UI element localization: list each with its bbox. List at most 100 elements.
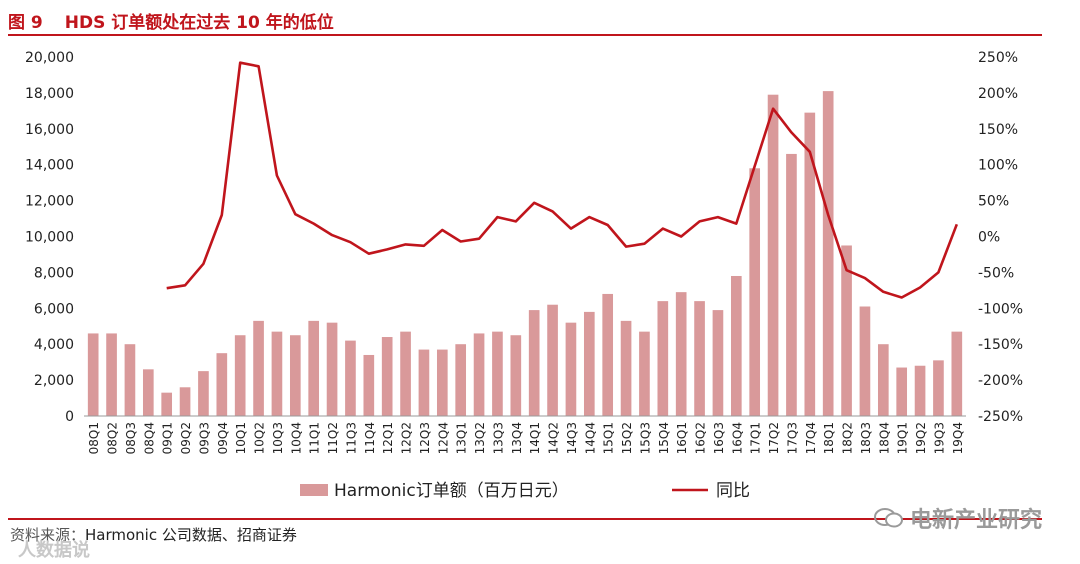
- bar: [694, 301, 705, 416]
- bar: [142, 369, 154, 416]
- right-tick-label: -200%: [978, 373, 1023, 389]
- bar: [106, 333, 117, 416]
- left-tick-label: 14,000: [25, 158, 74, 174]
- x-tick-label: 15Q4: [657, 422, 671, 454]
- x-tick-label: 18Q1: [822, 422, 836, 454]
- bar: [914, 365, 926, 416]
- legend-line-label: 同比: [716, 481, 750, 501]
- left-tick-label: 2,000: [34, 373, 74, 389]
- left-tick-label: 12,000: [25, 194, 74, 210]
- x-tick-label: 15Q3: [638, 422, 652, 454]
- left-tick-label: 0: [65, 409, 74, 425]
- left-tick-label: 18,000: [25, 86, 74, 102]
- x-tick-label: 10Q2: [253, 422, 267, 454]
- left-tick-label: 16,000: [25, 122, 74, 138]
- bar: [657, 301, 669, 416]
- x-tick-label: 10Q4: [289, 422, 303, 454]
- bar: [400, 331, 411, 416]
- bar: [602, 293, 614, 416]
- x-tick-label: 18Q4: [877, 422, 891, 454]
- watermark-secondary: 人数据说: [18, 540, 90, 561]
- footer-rule: [8, 518, 1042, 520]
- bar: [179, 387, 191, 416]
- right-tick-label: 50%: [978, 194, 1009, 210]
- bar: [87, 333, 99, 416]
- bar: [436, 349, 448, 416]
- bar: [198, 371, 209, 416]
- x-tick-label: 12Q4: [436, 422, 450, 454]
- bar: [804, 112, 816, 417]
- x-tick-label: 12Q2: [400, 422, 414, 454]
- x-tick-label: 16Q4: [730, 422, 744, 454]
- x-tick-label: 13Q3: [491, 422, 505, 454]
- x-tick-label: 13Q4: [510, 422, 524, 454]
- x-tick-label: 14Q3: [565, 422, 579, 454]
- figure-title: HDS 订单额处在过去 10 年的低位: [64, 12, 334, 33]
- bar: [289, 335, 301, 416]
- x-tick-label: 12Q1: [381, 422, 395, 454]
- x-tick-label: 09Q1: [161, 422, 175, 454]
- figure-header: 图 9 HDS 订单额处在过去 10 年的低位: [8, 6, 334, 34]
- bar: [730, 275, 742, 416]
- right-tick-label: -50%: [978, 265, 1014, 281]
- x-tick-label: 14Q4: [583, 422, 597, 454]
- yoy-line: [166, 61, 959, 299]
- x-tick-label: 16Q2: [694, 422, 708, 454]
- x-tick-label: 14Q1: [528, 422, 542, 454]
- watermark: 电新产业研究: [873, 502, 1042, 534]
- x-tick-label: 13Q1: [455, 422, 469, 454]
- bar: [877, 344, 889, 416]
- right-tick-label: 250%: [978, 50, 1018, 66]
- x-tick-label: 17Q3: [785, 422, 799, 454]
- x-tick-label: 11Q1: [308, 422, 322, 454]
- x-tick-label: 19Q2: [914, 422, 928, 454]
- bar: [841, 245, 852, 416]
- bar: [749, 168, 761, 416]
- bar: [712, 310, 724, 416]
- bar: [345, 340, 356, 416]
- bar: [675, 292, 687, 416]
- bar: [583, 311, 595, 416]
- bar: [933, 360, 944, 416]
- x-tick-label: 09Q4: [216, 422, 230, 454]
- x-tick-label: 08Q1: [87, 422, 101, 454]
- left-tick-label: 20,000: [25, 50, 74, 66]
- bar: [951, 331, 963, 416]
- x-tick-label: 19Q4: [951, 422, 965, 454]
- bar: [363, 354, 375, 416]
- x-tick-label: 09Q3: [197, 422, 211, 454]
- right-tick-label: 0%: [978, 230, 1000, 246]
- x-tick-label: 11Q2: [326, 422, 340, 454]
- bar: [381, 337, 393, 416]
- right-tick-label: -100%: [978, 301, 1023, 317]
- x-tick-label: 08Q4: [142, 422, 156, 454]
- bar: [565, 322, 577, 416]
- right-tick-label: 100%: [978, 158, 1018, 174]
- bar: [859, 306, 871, 416]
- bar: [253, 320, 264, 416]
- x-tick-label: 11Q4: [363, 422, 377, 454]
- watermark-text: 电新产业研究: [909, 508, 1042, 533]
- right-tick-label: 200%: [978, 86, 1018, 102]
- bar: [896, 367, 908, 416]
- bar: [492, 331, 503, 416]
- x-tick-label: 14Q2: [547, 422, 561, 454]
- bar: [308, 320, 320, 416]
- right-tick-label: 150%: [978, 122, 1018, 138]
- right-tick-label: -250%: [978, 409, 1023, 425]
- x-tick-label: 16Q3: [712, 422, 726, 454]
- bar: [473, 333, 485, 416]
- source-label: 资料来源：: [10, 526, 86, 544]
- right-tick-label: -150%: [978, 337, 1023, 353]
- x-tick-label: 19Q3: [932, 422, 946, 454]
- source-text: Harmonic 公司数据、招商证券: [85, 526, 297, 544]
- x-tick-label: 16Q1: [675, 422, 689, 454]
- x-tick-label: 10Q1: [234, 422, 248, 454]
- bar: [124, 344, 136, 416]
- x-tick-label: 11Q3: [344, 422, 358, 454]
- header-rule: [8, 34, 1042, 36]
- bar: [639, 331, 650, 416]
- x-tick-label: 18Q2: [841, 422, 855, 454]
- x-tick-label: 15Q1: [602, 422, 616, 454]
